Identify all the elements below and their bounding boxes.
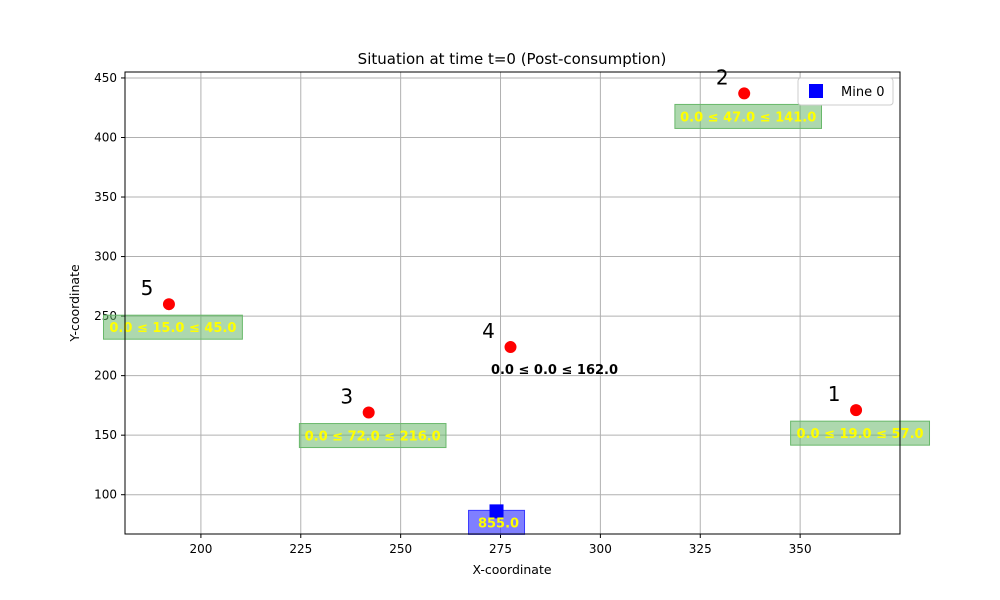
x-tick-label: 275: [489, 542, 512, 556]
legend-mine-label: Mine 0: [841, 85, 884, 100]
chart-title: Situation at time t=0 (Post-consumption): [358, 50, 667, 68]
x-tick-label: 250: [389, 542, 412, 556]
customer-point: [504, 341, 517, 354]
customer-range-box: [790, 420, 931, 446]
customer-range-label: 0.0 ≤ 15.0 ≤ 45.0: [109, 321, 236, 336]
plot-frame: [124, 71, 901, 535]
y-tick-label: 350: [94, 190, 117, 204]
x-tick-label: 350: [789, 542, 812, 556]
customer-range-label: 0.0 ≤ 0.0 ≤ 162.0: [491, 363, 618, 378]
y-axis-label: Y-coordinate: [67, 264, 82, 343]
mine-total-box: [468, 509, 526, 535]
x-tick-label: 200: [189, 542, 212, 556]
plot-marks: 1 0.0 ≤ 19.0 ≤ 57.0 2 0.0 ≤ 47.0 ≤ 141.0 3 0.…: [102, 65, 931, 535]
y-tick-label: 200: [94, 369, 117, 383]
customer-id-label: 1: [828, 382, 841, 406]
customer-id-label: 3: [340, 385, 353, 409]
x-tick-label: 325: [689, 542, 712, 556]
customer-range-box: [298, 423, 447, 449]
mine-total-label: 855.0: [478, 516, 519, 531]
customer-range-box: [102, 314, 243, 340]
y-tick-label: 150: [94, 428, 117, 442]
x-tick-label: 225: [289, 542, 312, 556]
y-tick-label: 450: [94, 71, 117, 85]
customer-id-label: 2: [716, 65, 729, 89]
customer-range-label: 0.0 ≤ 19.0 ≤ 57.0: [797, 427, 924, 442]
x-axis-label: X-coordinate: [472, 562, 551, 577]
x-tick-label: 300: [589, 542, 612, 556]
y-tick-label: 400: [94, 130, 117, 144]
legend: Mine 0: [797, 77, 894, 106]
mine-marker: [489, 504, 504, 519]
y-tick-label: 100: [94, 488, 117, 502]
customer-point: [738, 87, 751, 100]
customer-id-label: 5: [141, 276, 154, 300]
y-tick-label: 300: [94, 250, 117, 264]
customer-range-box: [674, 103, 823, 129]
customer-range-label: 0.0 ≤ 47.0 ≤ 141.0: [680, 110, 816, 125]
customer-point: [162, 298, 175, 311]
customer-point: [362, 406, 375, 419]
grid-lines: [125, 72, 900, 534]
customer-point: [850, 404, 863, 417]
customer-id-label: 4: [482, 319, 495, 343]
customer-range-label: 0.0 ≤ 72.0 ≤ 216.0: [305, 430, 441, 445]
axis-ticks: 2002252502753003253501001502002503003504…: [94, 71, 811, 556]
legend-mine-marker: [809, 84, 823, 98]
